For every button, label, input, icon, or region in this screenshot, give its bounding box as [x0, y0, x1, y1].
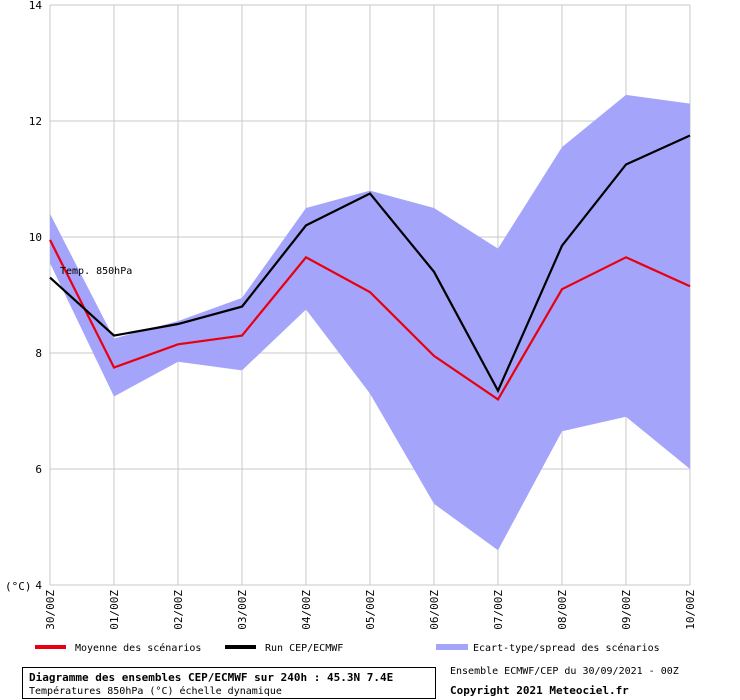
y-tick-label: 14	[29, 0, 43, 12]
copyright-label: Copyright 2021 Meteociel.fr	[450, 684, 629, 697]
diagram-info-box: Diagramme des ensembles CEP/ECMWF sur 24…	[22, 667, 436, 699]
y-tick-label: 4	[35, 579, 42, 592]
x-tick-label: 01/00Z	[108, 590, 121, 630]
legend-label-run: Run CEP/ECMWF	[265, 643, 343, 654]
spread-band	[50, 94, 690, 551]
x-tick-label: 05/00Z	[364, 590, 377, 630]
x-ticks: 30/00Z 01/00Z 02/00Z 03/00Z 04/00Z 05/00Z 06/0…	[44, 590, 697, 630]
series-line-mean	[49, 239, 691, 401]
series-layer	[49, 134, 691, 401]
ensemble-run-label: Ensemble ECMWF/CEP du 30/09/2021 - 00Z	[450, 666, 679, 677]
diagram-title: Diagramme des ensembles CEP/ECMWF sur 24…	[29, 671, 394, 684]
x-tick-label: 03/00Z	[236, 590, 249, 630]
legend-label-mean: Moyenne des scénarios	[75, 642, 201, 654]
legend-label-spread: Ecart-type/spread des scénarios	[473, 642, 660, 654]
x-tick-label: 09/00Z	[620, 590, 633, 630]
y-tick-label: 10	[29, 231, 42, 244]
x-tick-label: 04/00Z	[300, 590, 313, 630]
x-tick-label: 30/00Z	[44, 590, 57, 630]
x-tick-label: 08/00Z	[556, 590, 569, 630]
x-tick-label: 02/00Z	[172, 590, 185, 630]
x-tick-label: 07/00Z	[492, 590, 505, 630]
spread-band-layer	[50, 94, 690, 551]
y-tick-label: 12	[29, 115, 42, 128]
legend: Moyenne des scénarios Run CEP/ECMWF Ecar…	[35, 642, 660, 654]
diagram-subtitle: Températures 850hPa (°C) échelle dynamiq…	[29, 686, 282, 697]
y-tick-label: 6	[35, 463, 42, 476]
x-tick-label: 10/00Z	[684, 590, 697, 630]
x-tick-label: 06/00Z	[428, 590, 441, 630]
series-line-run	[49, 134, 691, 394]
ensemble-chart: 4 6 8 10 12 14 30/00Z 01/00Z 02/00Z 03/00Z 04/00Z…	[5, 0, 697, 654]
temp-annotation: Temp. 850hPa	[60, 266, 132, 277]
y-unit-label: (°C)	[5, 580, 32, 593]
legend-swatch-spread	[436, 644, 468, 650]
y-ticks: 4 6 8 10 12 14	[29, 0, 43, 592]
y-tick-label: 8	[35, 347, 42, 360]
